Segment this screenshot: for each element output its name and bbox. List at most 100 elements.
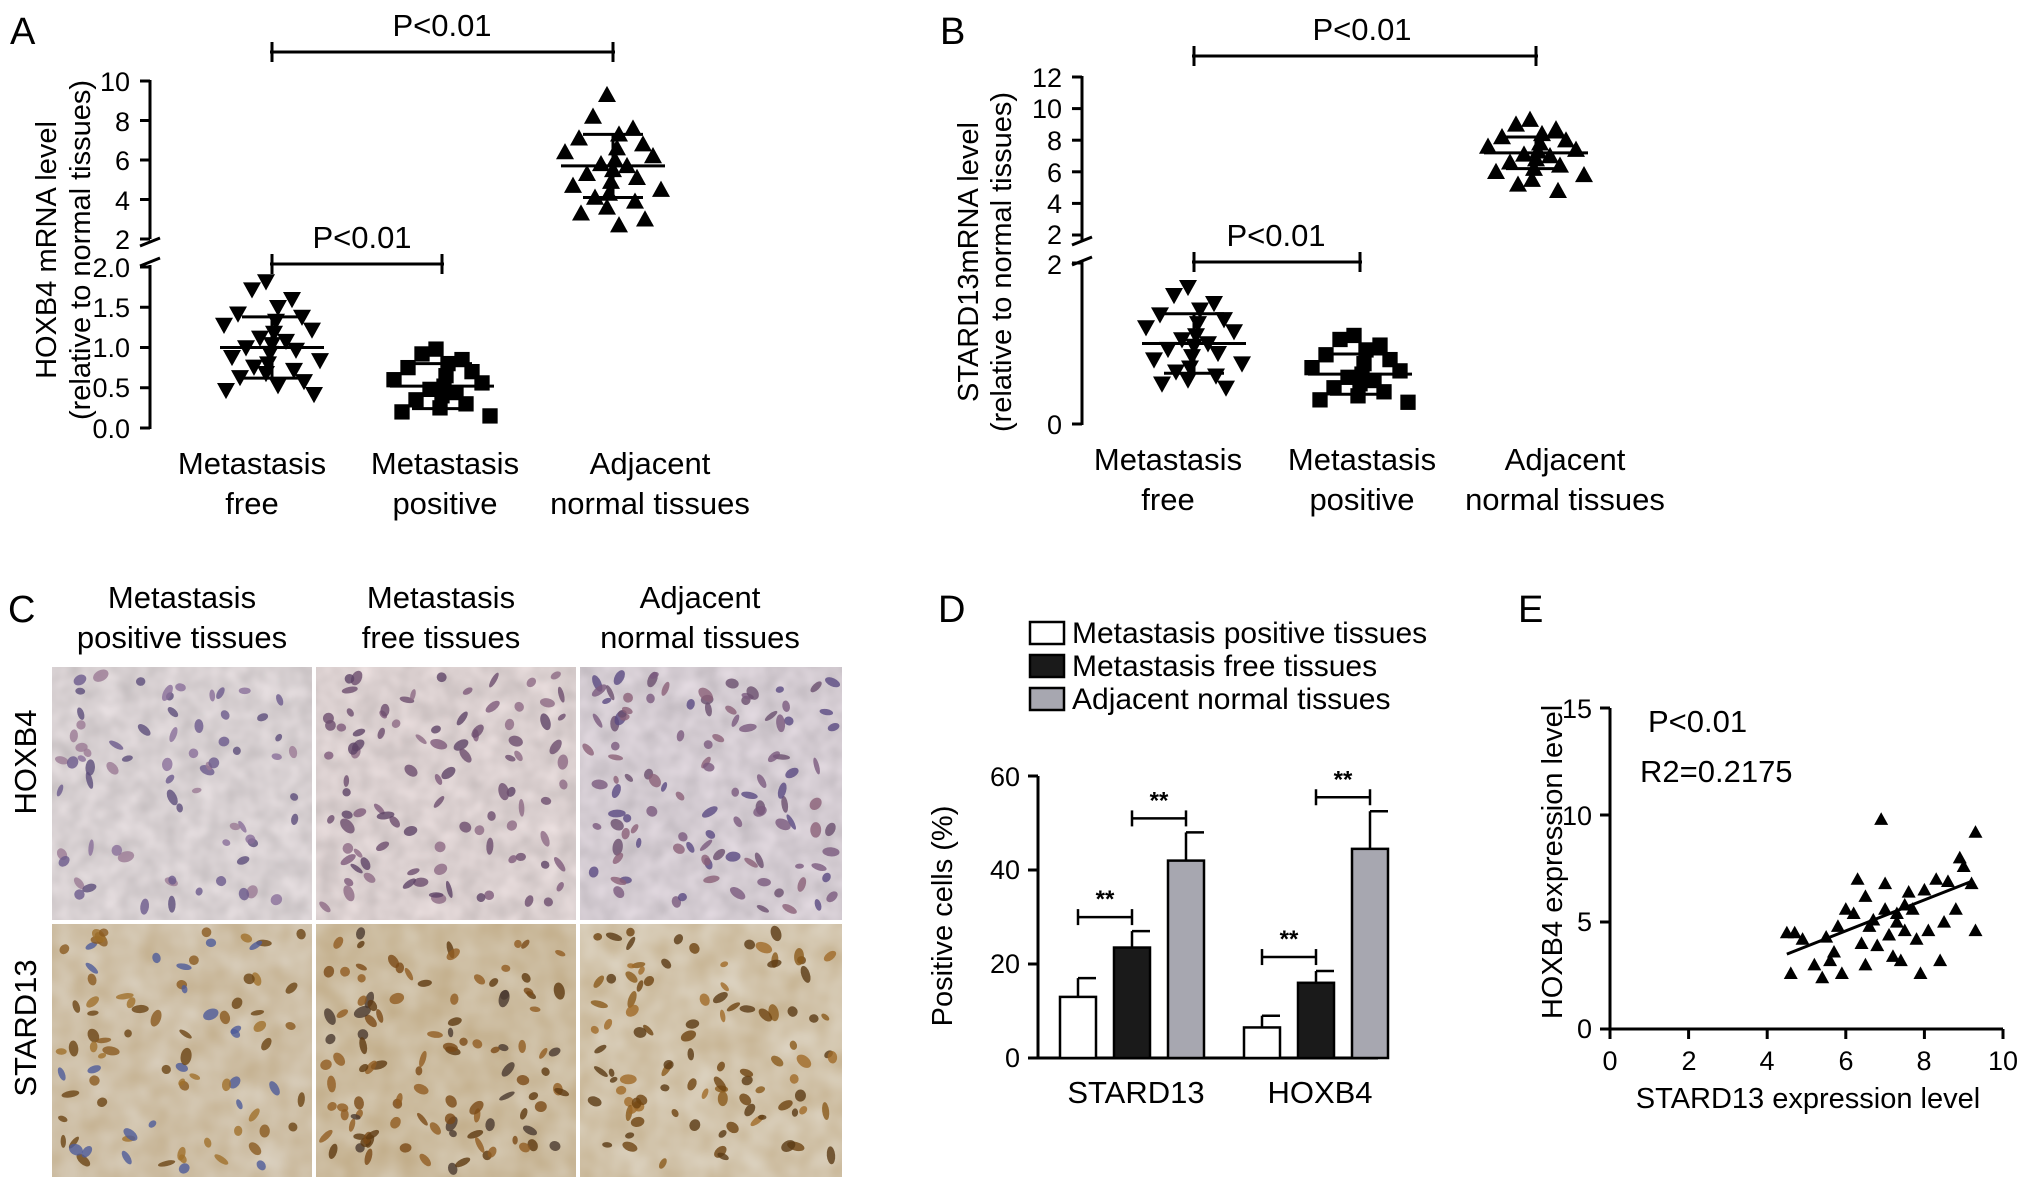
cell-nucleus bbox=[794, 1089, 806, 1102]
cell-nucleus bbox=[622, 1141, 638, 1152]
data-point bbox=[474, 375, 490, 391]
cell-nucleus bbox=[778, 1100, 793, 1111]
legend-label-normal: Adjacent normal tissues bbox=[1072, 683, 1391, 716]
panel-b-cat-1-line1: Metastasis bbox=[1288, 442, 1436, 477]
cell-nucleus bbox=[588, 866, 599, 878]
tick-label: 4 bbox=[1047, 189, 1062, 219]
cell-nucleus bbox=[87, 973, 97, 986]
data-point bbox=[245, 359, 263, 376]
tick-label: 2 bbox=[115, 225, 130, 255]
cell-nucleus bbox=[87, 1065, 101, 1074]
data-point bbox=[1332, 331, 1348, 348]
cell-nucleus bbox=[340, 966, 351, 977]
cell-nucleus bbox=[635, 1094, 648, 1106]
cell-nucleus bbox=[739, 1068, 754, 1077]
cell-nucleus bbox=[603, 1018, 613, 1030]
cell-nucleus bbox=[417, 1112, 428, 1126]
cell-nucleus bbox=[434, 841, 446, 853]
data-point bbox=[1889, 915, 1904, 928]
panel-a: A HOXB4 mRNA level (relative to normal t… bbox=[10, 8, 750, 521]
panel-d-legend: Metastasis positive tissues Metastasis f… bbox=[1028, 617, 1427, 716]
panel-letter-b: B bbox=[940, 11, 965, 53]
cell-nucleus bbox=[753, 805, 767, 817]
data-point bbox=[1541, 147, 1559, 164]
data-point bbox=[628, 168, 646, 185]
panel-a-axis-break-1 bbox=[139, 236, 161, 248]
cell-nucleus bbox=[680, 1030, 697, 1042]
cell-nucleus bbox=[610, 741, 620, 751]
cell-nucleus bbox=[559, 779, 568, 790]
cell-nucleus bbox=[592, 823, 602, 830]
data-point bbox=[1153, 376, 1171, 393]
cell-nucleus bbox=[725, 705, 737, 715]
cell-nucleus bbox=[203, 1008, 219, 1021]
data-point bbox=[1968, 923, 1983, 937]
cell-nucleus bbox=[514, 701, 524, 712]
bar bbox=[1242, 1026, 1282, 1060]
cell-nucleus bbox=[449, 1129, 457, 1138]
cell-nucleus bbox=[489, 672, 499, 688]
data-point bbox=[626, 192, 644, 209]
cell-nucleus bbox=[353, 1005, 371, 1018]
cell-nucleus bbox=[86, 996, 99, 1008]
cell-nucleus bbox=[703, 875, 720, 884]
cell-nucleus bbox=[115, 993, 134, 1000]
cell-nucleus bbox=[501, 964, 511, 972]
cell-nucleus bbox=[557, 713, 566, 721]
cell-nucleus bbox=[770, 925, 782, 942]
cell-nucleus bbox=[157, 1160, 176, 1167]
cell-nucleus bbox=[352, 728, 366, 737]
cell-nucleus bbox=[246, 885, 258, 899]
data-point bbox=[305, 386, 323, 404]
data-point bbox=[386, 372, 402, 388]
tick-label: 15 bbox=[1562, 694, 1592, 724]
cell-nucleus bbox=[686, 698, 695, 710]
data-point bbox=[652, 180, 670, 197]
cell-nucleus bbox=[789, 1040, 798, 1050]
cell-nucleus bbox=[97, 1052, 107, 1059]
cell-nucleus bbox=[102, 1046, 120, 1056]
cell-nucleus bbox=[135, 677, 146, 686]
tick-label: 0 bbox=[1005, 1043, 1020, 1073]
cell-nucleus bbox=[240, 933, 253, 943]
cell-nucleus bbox=[205, 938, 217, 948]
cell-nucleus bbox=[402, 878, 417, 889]
cell-nucleus bbox=[238, 887, 250, 901]
cell-nucleus bbox=[675, 791, 685, 801]
data-point bbox=[285, 362, 303, 380]
data-point bbox=[428, 341, 444, 357]
cell-nucleus bbox=[58, 1115, 68, 1123]
cell-nucleus bbox=[216, 876, 227, 887]
cell-nucleus bbox=[717, 1152, 729, 1161]
cell-nucleus bbox=[297, 1092, 305, 1108]
tick-label: 6 bbox=[1047, 158, 1062, 188]
data-point bbox=[1165, 288, 1183, 305]
cell-nucleus bbox=[188, 748, 199, 759]
cell-nucleus bbox=[786, 814, 796, 830]
cell-nucleus bbox=[498, 1044, 509, 1052]
data-point bbox=[1225, 324, 1243, 341]
cell-nucleus bbox=[781, 795, 789, 813]
data-point bbox=[1173, 332, 1191, 349]
cell-nucleus bbox=[148, 1120, 157, 1128]
cell-nucleus bbox=[621, 827, 630, 840]
cell-nucleus bbox=[643, 976, 655, 987]
cell-nucleus bbox=[96, 1037, 112, 1044]
panel-c-row-1: STARD13 bbox=[8, 959, 43, 1096]
data-point bbox=[1187, 328, 1205, 345]
cell-nucleus bbox=[219, 1010, 231, 1025]
cell-nucleus bbox=[602, 697, 612, 705]
cell-nucleus bbox=[553, 982, 565, 1000]
cell-nucleus bbox=[222, 839, 231, 846]
panel-e-ylabel: HOXB4 expression level bbox=[1537, 705, 1569, 1019]
cell-nucleus bbox=[594, 1044, 607, 1054]
cell-nucleus bbox=[529, 1006, 541, 1013]
data-point bbox=[1350, 388, 1366, 404]
cell-nucleus bbox=[161, 684, 173, 702]
cell-nucleus bbox=[755, 941, 773, 954]
cell-nucleus bbox=[602, 1142, 613, 1148]
cell-nucleus bbox=[796, 1054, 812, 1068]
cell-nucleus bbox=[799, 1106, 808, 1115]
panel-a-axis-break-2 bbox=[139, 256, 161, 268]
cell-nucleus bbox=[660, 1084, 670, 1092]
